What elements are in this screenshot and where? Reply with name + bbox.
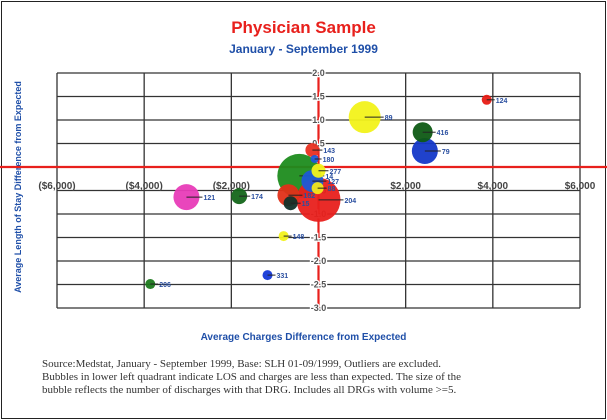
y-tick-label: -1.5 — [311, 233, 327, 243]
bubble-label: 277 — [330, 169, 342, 176]
bubble-label: 143 — [323, 148, 335, 155]
x-tick-label: $2,000 — [390, 181, 421, 192]
source-line: Bubbles in lower left quadrant indicate … — [42, 371, 461, 383]
bubble-label: 182 — [303, 193, 315, 200]
chart-subtitle: January - September 1999 — [229, 42, 378, 56]
x-tick-label: $6,000 — [565, 181, 596, 192]
x-tick-label: $4,000 — [478, 181, 509, 192]
bubble-label: 127 — [327, 179, 339, 186]
y-tick-label: -2.0 — [311, 256, 327, 266]
y-tick-label: -3.0 — [311, 303, 327, 313]
bubble-label: 121 — [203, 195, 215, 202]
source-note: Source:Medstat, January - September 1999… — [42, 358, 562, 397]
bubble-label: 148 — [293, 234, 305, 241]
bubble-label: 15 — [302, 201, 310, 208]
bubble-label: 174 — [251, 194, 263, 201]
bubble-label: 89 — [385, 115, 393, 122]
source-line: bubble reflects the number of discharges… — [42, 384, 457, 396]
x-tick-label: ($4,000) — [126, 181, 163, 192]
y-tick-label: 2.0 — [312, 68, 325, 78]
bubble-label: 416 — [437, 130, 449, 137]
bubble-label: 79 — [442, 149, 450, 156]
y-tick-label: 1.5 — [312, 92, 325, 102]
bubble-label: 14 — [325, 174, 333, 181]
source-line: Source:Medstat, January - September 1999… — [42, 358, 441, 370]
bubble-label: 204 — [345, 198, 357, 205]
y-tick-label: -2.5 — [311, 280, 327, 290]
bubble-label: 331 — [277, 273, 289, 280]
y-tick-label: 1.0 — [312, 115, 325, 125]
bubble-label: 180 — [323, 157, 335, 164]
bubble-label: 206 — [159, 282, 171, 289]
x-axis-label: Average Charges Difference from Expected — [200, 332, 407, 343]
bubble-label: 124 — [496, 98, 508, 105]
x-tick-label: ($6,000) — [38, 181, 75, 192]
bubble-label: 88 — [328, 186, 336, 193]
x-tick-label: ($2,000) — [213, 181, 250, 192]
chart-title: Physician Sample — [231, 18, 376, 37]
